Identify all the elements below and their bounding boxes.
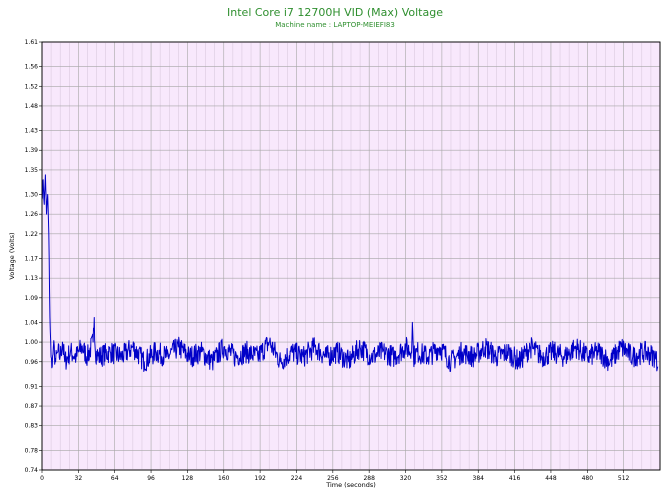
y-tick-label: 0.96 (25, 359, 39, 366)
y-tick-label: 1.56 (25, 64, 39, 71)
y-tick-label: 1.04 (25, 319, 39, 326)
x-tick-label: 320 (400, 475, 412, 482)
y-tick-label: 0.91 (25, 383, 39, 390)
y-tick-label: 1.09 (25, 295, 39, 302)
y-tick-label: 1.61 (25, 39, 39, 46)
y-tick-label: 1.22 (25, 231, 39, 238)
y-tick-label: 1.26 (25, 211, 39, 218)
y-tick-label: 1.17 (25, 255, 39, 262)
series-group (41, 174, 659, 373)
x-axis-ticks: 0 32 64 96 128 160 192 224 256 288 320 352 384 416 448… (40, 470, 630, 482)
x-tick-label: 96 (147, 475, 155, 482)
y-tick-label: 1.35 (25, 167, 39, 174)
x-axis-label: Time (seconds) (325, 481, 376, 489)
x-tick-label: 352 (436, 475, 448, 482)
x-tick-label: 32 (75, 475, 83, 482)
x-tick-label: 384 (473, 475, 485, 482)
y-axis-ticks: 0.74 0.78 0.83 0.87 0.91 0.96 1.00 1.04 1.09 1.13… (25, 39, 42, 474)
y-tick-label: 1.39 (25, 147, 39, 154)
y-tick-label: 0.78 (25, 447, 39, 454)
y-tick-label: 0.83 (25, 423, 39, 430)
major-grid (42, 42, 660, 470)
x-tick-label: 64 (111, 475, 119, 482)
chart-subtitle: Machine name : LAPTOP-MEIEFI83 (275, 21, 395, 29)
x-tick-label: 0 (40, 475, 44, 482)
x-tick-label: 256 (327, 475, 339, 482)
y-tick-label: 1.13 (25, 275, 39, 282)
minor-grid (50, 42, 652, 470)
x-tick-label: 224 (291, 475, 303, 482)
chart-title: Intel Core i7 12700H VID (Max) Voltage (227, 6, 443, 19)
x-tick-label: 192 (254, 475, 266, 482)
x-tick-label: 512 (618, 475, 630, 482)
series-line-vid-max (41, 174, 659, 373)
y-tick-label: 1.30 (25, 192, 39, 199)
x-tick-label: 448 (545, 475, 557, 482)
x-tick-label: 480 (582, 475, 594, 482)
y-tick-label: 1.00 (25, 339, 39, 346)
plot-frame (41, 41, 661, 471)
x-tick-label: 128 (182, 475, 194, 482)
y-axis-label: Voltage (Volts) (8, 232, 16, 279)
y-tick-label: 0.87 (25, 403, 39, 410)
y-tick-label: 1.48 (25, 103, 39, 110)
x-tick-label: 288 (363, 475, 375, 482)
x-tick-label: 160 (218, 475, 230, 482)
y-tick-label: 0.74 (25, 467, 39, 474)
y-tick-label: 1.52 (25, 83, 39, 90)
x-tick-label: 416 (509, 475, 521, 482)
y-tick-label: 1.43 (25, 128, 39, 135)
